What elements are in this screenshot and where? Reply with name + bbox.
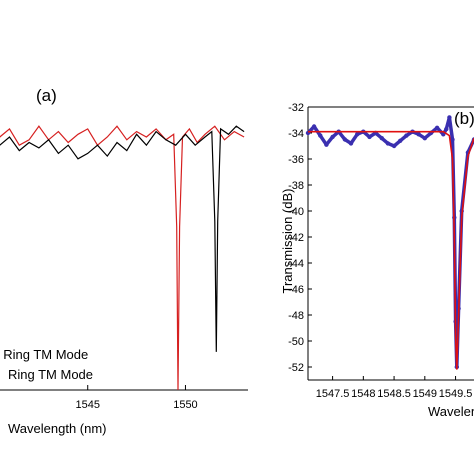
panel-b-label: (b)	[454, 109, 474, 128]
panel-b-measured-point	[416, 132, 421, 137]
panel-b-measured-point	[391, 143, 397, 149]
panel-b-y-tick-label: -42	[288, 232, 304, 244]
panel-a-label: (a)	[36, 86, 57, 105]
panel-b-measured-point	[348, 141, 354, 146]
panel-a-series-1-line	[0, 125, 245, 391]
panel-b-measured-point	[450, 137, 455, 142]
panel-b-measured-point	[324, 142, 329, 147]
panel-b-measured-point	[447, 115, 452, 120]
panel-b-measured-point	[330, 134, 335, 140]
panel-b-measured-point	[318, 133, 323, 138]
panel-b-x-tick-label: 1548	[351, 388, 375, 400]
panel-b-y-tick-label: -52	[288, 362, 304, 374]
legend-entry-2: Ring TM Mode	[8, 367, 93, 382]
panel-b-measured-point	[367, 134, 372, 140]
panel-b-x-axis-label: Wavelen	[428, 404, 474, 419]
panel-b-chart: (b) -32 -34 -36 -38 -40 -42 -44 -46 -48 -50 -52 154…	[280, 102, 474, 419]
panel-a-chart: (a) 1545 1550 t Ring TM Mode Ring TM Mode…	[0, 86, 248, 436]
panel-b-y-tick-label: -38	[288, 180, 304, 192]
panel-b-measured-point	[404, 133, 409, 138]
panel-b-y-tick-label: -40	[288, 206, 304, 218]
panel-b-measured-point	[444, 126, 449, 132]
panel-b-measured-point	[355, 132, 360, 137]
panel-a-x-tick-label: 1545	[75, 399, 99, 411]
panel-b-y-axis-label: Transmission (dB)	[280, 189, 295, 294]
panel-a-x-tick-label: 1550	[173, 399, 197, 411]
panel-b-y-tick-label: -48	[288, 310, 304, 322]
legend-entry-1: t Ring TM Mode	[0, 347, 88, 362]
panel-a-x-axis-label: Wavelength (nm)	[8, 421, 107, 436]
panel-b-measured-trace	[306, 115, 474, 369]
panel-b-x-tick-label: 1549	[413, 388, 437, 400]
panel-b-x-tick-label: 1548.5	[377, 388, 411, 400]
panel-b-measured-point	[398, 138, 403, 143]
panel-b-fit-line	[308, 130, 474, 370]
panel-b-y-tick-label: -46	[288, 284, 304, 296]
panel-b-measured-point	[385, 141, 391, 146]
panel-b-y-tick-label: -44	[288, 258, 304, 270]
panel-b-y-tick-label: -34	[288, 128, 304, 140]
panel-b-x-tick-label: 1549.5	[439, 388, 473, 400]
panel-b-measured-point	[342, 137, 348, 142]
panel-b-y-tick-label: -36	[288, 154, 304, 166]
panel-b-measured-point	[311, 124, 317, 129]
panel-b-measured-point	[422, 136, 427, 141]
panel-b-x-tick-label: 1547.5	[316, 388, 350, 400]
panel-b-y-tick-label: -32	[288, 102, 304, 114]
panel-b-y-tick-label: -50	[288, 336, 304, 348]
panel-a-series-2-line	[0, 125, 245, 352]
panel-b-measured-point	[434, 125, 440, 130]
panel-b-measured-point	[379, 136, 384, 141]
